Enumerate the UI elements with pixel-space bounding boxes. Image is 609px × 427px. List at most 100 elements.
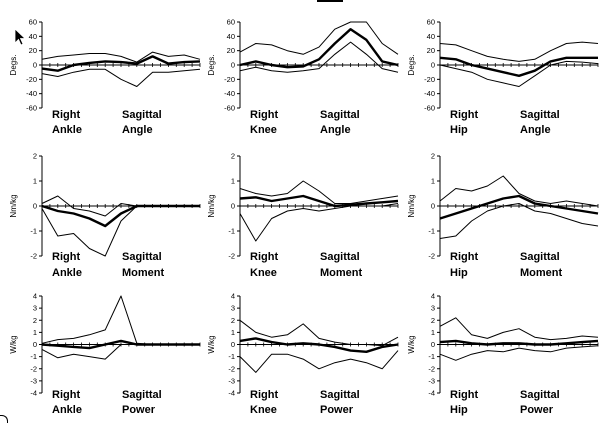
- y-tick-label: 0: [431, 340, 435, 349]
- y-tick-label: -2: [30, 252, 37, 261]
- label-joint: Right: [250, 251, 278, 263]
- y-axis-label: Degs.: [407, 55, 416, 76]
- series-lower-line: [239, 203, 399, 242]
- y-tick-label: 1: [231, 328, 235, 337]
- y-tick-label: -20: [424, 75, 435, 84]
- y-tick-label: -1: [228, 227, 235, 236]
- y-tick-label: -2: [30, 364, 37, 373]
- label-quantity: Moment: [122, 267, 165, 279]
- y-tick-label: 2: [33, 152, 37, 161]
- series-mean-line: [239, 337, 399, 353]
- label-segment: Hip: [450, 404, 468, 416]
- y-axis-label: Nm/kg: [9, 194, 18, 217]
- y-tick-label: -60: [26, 104, 37, 113]
- label-quantity: Angle: [320, 124, 351, 136]
- series-lower-line: [41, 344, 200, 360]
- label-quantity: Power: [122, 404, 156, 416]
- y-tick-label: -3: [428, 376, 435, 385]
- y-tick-label: -1: [428, 227, 435, 236]
- series-mean-line: [439, 339, 599, 346]
- series-lower-line: [439, 60, 599, 87]
- label-plane: Sagittal: [320, 109, 360, 121]
- label-joint: Right: [450, 109, 478, 121]
- series-lower-line: [239, 41, 399, 73]
- y-tick-label: 3: [431, 304, 435, 313]
- mouse-cursor-icon: [14, 28, 27, 46]
- y-tick-label: -2: [228, 252, 235, 261]
- label-joint: Right: [450, 251, 478, 263]
- y-tick-label: -40: [26, 89, 37, 98]
- corner-mark: [0, 415, 8, 423]
- y-tick-label: -60: [424, 104, 435, 113]
- label-segment: Knee: [250, 404, 277, 416]
- series-upper-line: [239, 319, 399, 347]
- y-axis-label: Nm/kg: [207, 194, 216, 217]
- y-tick-label: 20: [227, 46, 235, 55]
- y-tick-label: -4: [428, 389, 435, 398]
- series-lower-line: [41, 205, 200, 257]
- label-segment: Knee: [250, 124, 277, 136]
- series-lower-line: [41, 68, 201, 87]
- label-plane: Sagittal: [122, 389, 162, 401]
- label-segment: Ankle: [52, 404, 82, 416]
- label-plane: Sagittal: [320, 251, 360, 263]
- y-tick-label: -1: [30, 227, 37, 236]
- y-axis-label: W/kg: [9, 335, 18, 353]
- series-mean-line: [41, 55, 201, 72]
- y-tick-label: 4: [431, 292, 435, 301]
- y-tick-label: -20: [26, 75, 37, 84]
- label-plane: Sagittal: [520, 389, 560, 401]
- y-tick-label: 0: [231, 61, 235, 70]
- y-tick-label: -4: [30, 389, 37, 398]
- y-tick-label: 0: [33, 340, 37, 349]
- series-mean-line: [239, 28, 399, 69]
- y-tick-label: 40: [427, 32, 435, 41]
- y-tick-label: 20: [427, 46, 435, 55]
- label-quantity: Moment: [320, 267, 363, 279]
- y-axis-label: Degs.: [207, 55, 216, 76]
- series-upper-line: [439, 41, 599, 62]
- label-joint: Right: [52, 251, 80, 263]
- y-tick-label: -2: [428, 252, 435, 261]
- y-tick-label: -3: [228, 376, 235, 385]
- y-tick-label: 1: [33, 177, 37, 186]
- y-tick-label: 1: [231, 177, 235, 186]
- y-tick-label: -40: [424, 89, 435, 98]
- label-plane: Sagittal: [520, 251, 560, 263]
- y-tick-label: 1: [431, 328, 435, 337]
- label-segment: Hip: [450, 267, 468, 279]
- label-segment: Knee: [250, 267, 277, 279]
- y-tick-label: 60: [29, 18, 37, 27]
- series-lower-line: [439, 203, 599, 239]
- label-plane: Sagittal: [122, 109, 162, 121]
- series-lower-line: [239, 350, 399, 373]
- y-tick-label: -1: [428, 352, 435, 361]
- y-tick-label: 40: [227, 32, 235, 41]
- y-tick-label: -3: [30, 376, 37, 385]
- y-tick-label: -40: [224, 89, 235, 98]
- y-axis-label: W/kg: [407, 335, 416, 353]
- y-tick-label: 4: [231, 292, 235, 301]
- y-tick-label: 20: [29, 46, 37, 55]
- y-tick-label: -2: [228, 364, 235, 373]
- label-quantity: Angle: [520, 124, 551, 136]
- label-plane: Sagittal: [320, 389, 360, 401]
- label-joint: Right: [250, 109, 278, 121]
- label-joint: Right: [250, 389, 278, 401]
- label-segment: Hip: [450, 124, 468, 136]
- series-upper-line: [239, 180, 399, 204]
- y-tick-label: -20: [224, 75, 235, 84]
- series-mean-line: [439, 56, 598, 78]
- y-tick-label: 0: [431, 202, 435, 211]
- y-tick-label: 0: [33, 61, 37, 70]
- y-tick-label: -1: [30, 352, 37, 361]
- label-segment: Ankle: [52, 267, 82, 279]
- y-tick-label: 0: [231, 340, 235, 349]
- y-tick-label: 40: [29, 32, 37, 41]
- series-mean-line: [41, 204, 200, 228]
- label-segment: Ankle: [52, 124, 82, 136]
- series-upper-line: [239, 21, 399, 55]
- y-tick-label: 60: [227, 18, 235, 27]
